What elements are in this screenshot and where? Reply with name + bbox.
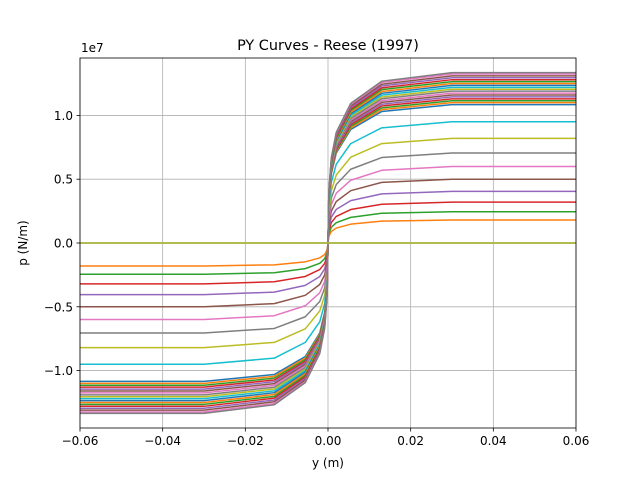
- x-tick-label: −0.02: [227, 434, 264, 448]
- y-axis-label: p (N/m): [16, 220, 30, 266]
- x-axis-label: y (m): [312, 456, 344, 470]
- x-tick-label: 0.02: [397, 434, 424, 448]
- y-offset-text: 1e7: [81, 41, 104, 55]
- y-tick-label: 0.5: [54, 173, 73, 187]
- chart-title: PY Curves - Reese (1997): [237, 38, 419, 54]
- y-tick-label: 1.0: [54, 109, 73, 123]
- x-tick-label: −0.06: [62, 434, 99, 448]
- x-tick-label: 0.06: [563, 434, 590, 448]
- y-tick-label: −1.0: [44, 364, 73, 378]
- x-tick-label: 0.00: [315, 434, 342, 448]
- x-tick-label: −0.04: [144, 434, 181, 448]
- y-tick-label: 0.0: [54, 237, 73, 251]
- x-tick-label: 0.04: [480, 434, 507, 448]
- y-tick-label: −0.5: [44, 300, 73, 314]
- y-axis: −1.0 −0.5 0.0 0.5 1.0: [44, 109, 80, 378]
- x-axis: −0.06 −0.04 −0.02 0.00 0.02 0.04 0.06: [62, 428, 590, 448]
- plot-area: [80, 71, 576, 415]
